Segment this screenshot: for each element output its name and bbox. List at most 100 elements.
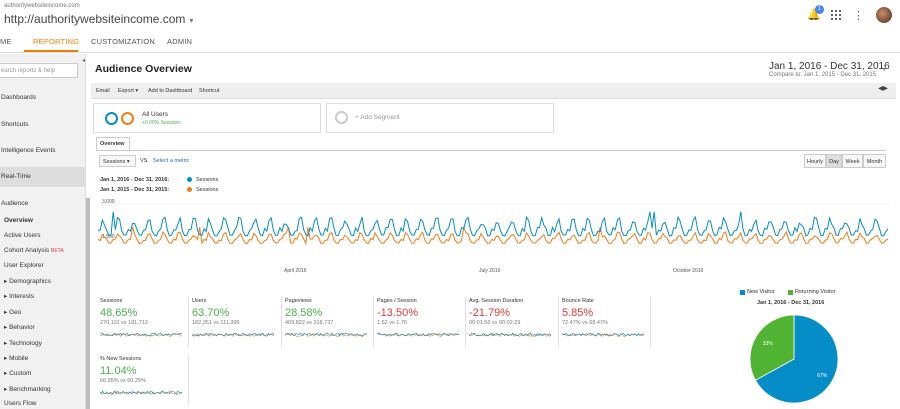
- site-url-small: authoritywebsiteincome.com: [4, 3, 80, 9]
- sidebar-item-dashboards[interactable]: Dashboards: [1, 94, 37, 101]
- sparkline-series: [377, 332, 459, 337]
- compare-range: Compare to: Jan 1, 2015 - Dec 31, 2015: [769, 72, 877, 78]
- add-segment-box[interactable]: + Add Segment: [326, 103, 554, 133]
- sparkline: [192, 332, 274, 337]
- visitor-pie-chart[interactable]: 67% 33%: [748, 313, 840, 405]
- sidebar-item-interests[interactable]: ▸ Interests: [4, 293, 34, 300]
- sidebar-scrollbar[interactable]: [86, 198, 90, 409]
- sidebar-item-technology[interactable]: ▸ Technology: [4, 340, 42, 347]
- scorecard-label: Users: [192, 298, 207, 304]
- scorecard-sessions[interactable]: Sessions 48.65% 270,110 vs 181,712: [100, 298, 182, 338]
- sidebar-item-users-flow[interactable]: Users Flow: [4, 400, 37, 407]
- scorecard-new-sessions[interactable]: % New Sessions 11.04% 66.95% vs 60.29%: [100, 356, 182, 396]
- shortcut-button[interactable]: Shortcut: [199, 88, 220, 94]
- date-range-picker[interactable]: Jan 1, 2016 - Dec 31, 2016: [769, 61, 890, 72]
- sidebar-item-overview[interactable]: Overview: [4, 217, 33, 224]
- segment-circle-blue: [105, 112, 118, 125]
- sidebar-item-custom[interactable]: ▸ Custom: [4, 370, 32, 377]
- legend-dot-2016: [187, 177, 192, 182]
- sessions-line-chart[interactable]: 3,000 1,500 April 2016 July 2016 October…: [96, 196, 890, 276]
- sidebar-item-intelligence-events[interactable]: Intelligence Events: [1, 147, 56, 154]
- scorecard-value: 28.58%: [285, 307, 323, 319]
- scorecard-sub: 270,110 vs 181,712: [100, 320, 148, 326]
- sidebar-item-cohort-analysis[interactable]: Cohort Analysis BETA: [4, 247, 64, 254]
- email-button[interactable]: Email: [96, 88, 110, 94]
- tab-admin[interactable]: ADMIN: [167, 37, 193, 46]
- tab-overview[interactable]: Overview: [96, 137, 130, 150]
- bell-icon[interactable]: 🔔 1: [807, 5, 824, 21]
- sidebar-item-shortcuts[interactable]: Shortcuts: [1, 121, 29, 128]
- legend-range-2015: Jan 1, 2015 - Dec 31, 2015:: [100, 187, 170, 193]
- card-divider: [281, 297, 282, 347]
- collapse-sidebar-icon[interactable]: ◂: [82, 58, 86, 64]
- sparkline-series: [469, 333, 551, 338]
- sidebar-item-benchmarking[interactable]: ▸ Benchmarking: [4, 386, 51, 393]
- sidebar-item-mobile[interactable]: ▸ Mobile: [4, 355, 29, 362]
- tab-home[interactable]: ME: [0, 37, 12, 46]
- scorecard-value: 48.65%: [100, 307, 138, 319]
- sidebar-item-active-users[interactable]: Active Users: [4, 232, 41, 239]
- sparkline-series: [100, 390, 182, 395]
- scorecard-value: 5.85%: [562, 307, 594, 319]
- granularity-month[interactable]: Month: [863, 154, 886, 168]
- card-divider: [188, 355, 189, 405]
- pie-title: Jan 1, 2016 - Dec 31, 2016: [757, 300, 825, 306]
- sparkline: [469, 332, 551, 338]
- sidebar-item-realtime[interactable]: Real-Time: [0, 167, 86, 187]
- beta-badge: BETA: [50, 248, 64, 254]
- scorecard-sub: 182,351 vs 111,396: [192, 320, 240, 326]
- pie-legend-new: New Visitor: [747, 289, 775, 295]
- sparkline-series: [285, 333, 367, 338]
- segment-all-users[interactable]: All Users +0.00% Sessions: [93, 103, 321, 133]
- segment-sub: +0.00% Sessions: [142, 120, 181, 126]
- add-to-dashboard-button[interactable]: Add to Dashboard: [148, 88, 193, 94]
- more-vert-icon[interactable]: ⋮: [853, 9, 864, 22]
- scorecard-value: 63.70%: [192, 307, 230, 319]
- granularity-hourly[interactable]: Hourly: [804, 154, 826, 168]
- legend-series-2016: Sessions: [196, 177, 219, 183]
- search-input[interactable]: earch reports & help: [0, 63, 78, 78]
- chevron-down-icon: ▾: [189, 16, 194, 25]
- chevron-down-icon[interactable]: ▾: [883, 67, 887, 73]
- property-selector[interactable]: http://authoritywebsiteincome.com ▾: [4, 12, 193, 26]
- main-tabs: ME REPORTING CUSTOMIZATION ADMIN: [0, 31, 900, 53]
- scorecard-pages-per-session[interactable]: Pages / Session -13.50% 1.52 vs 1.75: [377, 298, 459, 338]
- pie-legend-swatch-returning: [788, 290, 793, 295]
- apps-grid-icon[interactable]: [831, 10, 841, 20]
- ytick-1500: 1,500: [102, 234, 115, 240]
- scorecard-bounce-rate[interactable]: Bounce Rate 5.85% 72.47% vs 68.47%: [562, 298, 644, 338]
- pie-slice-returning-visitor: [749, 314, 795, 381]
- notification-badge: 1: [814, 5, 824, 14]
- export-button[interactable]: Export ▾: [118, 88, 139, 94]
- xtick-april: April 2016: [284, 268, 307, 274]
- sparkline-series: [285, 332, 367, 337]
- sidebar-item-geo[interactable]: ▸ Geo: [4, 309, 22, 316]
- sparkline-series: [192, 332, 274, 337]
- metric-select[interactable]: Sessions ▾: [99, 155, 136, 167]
- sparkline: [100, 332, 182, 337]
- sparkline-series: [469, 332, 551, 337]
- tab-reporting[interactable]: REPORTING: [33, 37, 80, 46]
- divider: [96, 150, 886, 151]
- granularity-week[interactable]: Week: [842, 154, 863, 168]
- top-bar: authoritywebsiteincome.com http://author…: [0, 0, 900, 30]
- scorecard-users[interactable]: Users 63.70% 182,351 vs 111,396: [192, 298, 274, 338]
- sidebar-item-demographics[interactable]: ▸ Demographics: [4, 278, 51, 285]
- granularity-day[interactable]: Day: [826, 154, 842, 168]
- sparkline: [562, 332, 644, 337]
- scorecard-pageviews[interactable]: Pageviews 28.58% 409,822 vs 318,737: [285, 298, 367, 338]
- segment-circle-orange: [121, 112, 134, 125]
- legend-range-2016: Jan 1, 2016 - Dec 31, 2016:: [100, 177, 170, 183]
- tab-active-indicator: [24, 50, 78, 52]
- sidebar-item-behavior[interactable]: ▸ Behavior: [4, 324, 35, 331]
- sidebar-item-audience[interactable]: Audience: [1, 200, 29, 207]
- sidebar-item-user-explorer[interactable]: User Explorer: [4, 262, 44, 269]
- tab-customization[interactable]: CUSTOMIZATION: [91, 37, 155, 46]
- scorecard-avg-session-duration[interactable]: Avg. Session Duration -21.79% 00:01:56 v…: [469, 298, 551, 338]
- select-metric-link[interactable]: Select a metric: [153, 158, 190, 164]
- card-divider: [188, 297, 189, 347]
- sparkline-series: [100, 332, 182, 337]
- graduation-cap-icon[interactable]: [878, 86, 888, 91]
- scorecard-value: 11.04%: [100, 365, 137, 377]
- avatar[interactable]: [876, 7, 892, 23]
